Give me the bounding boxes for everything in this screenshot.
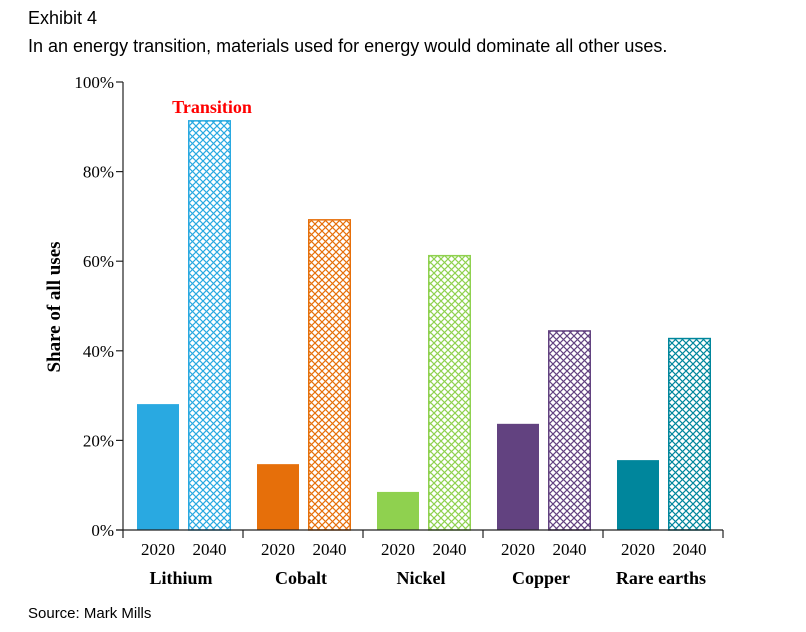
bar-cobalt-2020 (257, 464, 299, 530)
transition-annotation: Transition (172, 97, 252, 117)
chart-subtitle: In an energy transition, materials used … (28, 36, 668, 56)
y-tick-label: 20% (83, 431, 114, 450)
bar-copper-2020 (497, 423, 539, 530)
bar-rare-earths-2040 (668, 337, 711, 531)
x-sub-tick-label: 2020 (381, 540, 415, 559)
bar-nickel-2020 (377, 491, 419, 530)
x-sub-tick-label: 2040 (433, 540, 467, 559)
x-category-label: Lithium (149, 568, 212, 588)
x-sub-tick-label: 2040 (313, 540, 347, 559)
y-tick-label: 40% (83, 342, 114, 361)
x-category-label: Rare earths (616, 568, 706, 588)
x-sub-tick-label: 2020 (501, 540, 535, 559)
exhibit-label: Exhibit 4 (28, 8, 98, 28)
bar-rare-earths-2020 (617, 460, 659, 530)
bar-lithium-2040 (188, 120, 231, 531)
y-tick-label: 60% (83, 252, 114, 271)
y-tick-label: 100% (74, 73, 114, 92)
x-category-label: Cobalt (275, 568, 327, 588)
x-category-label: Nickel (397, 568, 446, 588)
x-sub-tick-label: 2020 (261, 540, 295, 559)
bar-cobalt-2040 (308, 219, 351, 531)
x-sub-tick-label: 2040 (193, 540, 227, 559)
y-tick-label: 0% (91, 521, 114, 540)
y-axis-label: Share of all uses (44, 241, 65, 372)
bar-copper-2040 (548, 330, 591, 531)
x-sub-tick-label: 2020 (141, 540, 175, 559)
y-tick-label: 80% (83, 163, 114, 182)
source-note: Source: Mark Mills (28, 605, 152, 622)
x-sub-tick-label: 2040 (553, 540, 587, 559)
x-sub-tick-label: 2020 (621, 540, 655, 559)
x-category-label: Copper (512, 568, 570, 588)
bar-lithium-2020 (137, 404, 179, 530)
x-sub-tick-label: 2040 (673, 540, 707, 559)
bar-nickel-2040 (428, 254, 471, 531)
